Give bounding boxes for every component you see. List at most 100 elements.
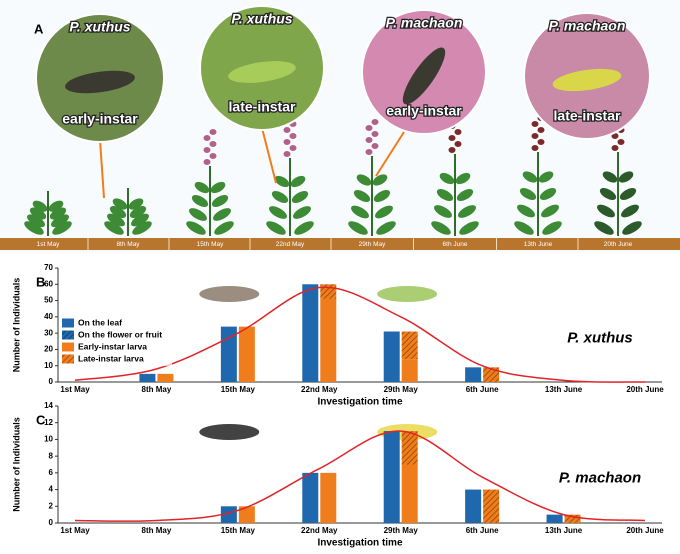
flower xyxy=(537,139,545,145)
inset-connector xyxy=(99,139,105,199)
flower xyxy=(531,121,539,127)
y-tick-label: 70 xyxy=(44,263,53,272)
x-tick-label: 1st May xyxy=(60,385,90,394)
leaf xyxy=(48,200,64,212)
caterpillar xyxy=(402,47,446,105)
date-label: 22nd May xyxy=(276,241,305,248)
date-label: 6th June xyxy=(443,241,468,248)
date-label: 1st May xyxy=(37,241,61,248)
flower xyxy=(371,131,379,137)
inset-species: P. machaon xyxy=(386,15,463,31)
x-tick-label: 8th May xyxy=(142,385,172,394)
bar xyxy=(302,284,319,382)
leaf xyxy=(129,206,147,218)
flower xyxy=(203,135,211,141)
bar xyxy=(302,472,319,523)
leaf xyxy=(455,172,471,185)
leaf xyxy=(112,198,128,210)
x-axis-label: Investigation time xyxy=(317,397,402,408)
bar xyxy=(401,359,418,382)
flower xyxy=(209,129,217,135)
flower xyxy=(203,159,211,165)
plant xyxy=(514,115,562,236)
x-tick-label: 20th June xyxy=(626,385,664,394)
fit-curve xyxy=(74,430,646,522)
bar xyxy=(383,331,400,382)
date-label: 29th May xyxy=(359,241,386,248)
date-strip xyxy=(0,238,680,250)
flower xyxy=(365,149,373,155)
leaf xyxy=(213,208,231,221)
flower xyxy=(283,139,291,145)
y-axis-label: Number of Individuals xyxy=(11,278,21,373)
flower xyxy=(209,141,217,147)
leaf xyxy=(348,221,368,235)
bar xyxy=(465,367,482,382)
caterpillar xyxy=(65,70,135,94)
date-label: 8th May xyxy=(116,241,140,248)
leaf xyxy=(274,175,290,188)
y-tick-label: 20 xyxy=(44,345,53,354)
bar xyxy=(320,284,337,299)
leaf xyxy=(356,174,372,186)
y-tick-label: 4 xyxy=(49,485,54,494)
panel-label: A xyxy=(34,21,44,36)
flower xyxy=(537,127,545,133)
flower xyxy=(371,143,379,149)
inset-stage: early-instar xyxy=(386,103,462,119)
y-tick-label: 30 xyxy=(44,328,53,337)
species-label: P. machaon xyxy=(559,470,641,487)
leaf xyxy=(597,204,615,218)
flower xyxy=(448,135,456,141)
caterpillar xyxy=(228,61,296,83)
inset-connector xyxy=(375,131,405,177)
caterpillar-photo xyxy=(377,286,438,302)
chart: 0 10 20 30 40 50 60 70 B Number of Individuals Inv… xyxy=(11,263,664,408)
leaf xyxy=(104,221,124,235)
leaf xyxy=(351,205,369,219)
x-axis-label: Investigation time xyxy=(317,538,402,549)
leaf xyxy=(439,172,455,185)
bar xyxy=(483,489,500,523)
inset-stage: early-instar xyxy=(62,111,138,127)
bar xyxy=(401,464,418,523)
y-tick-label: 10 xyxy=(44,435,53,444)
inset-connector xyxy=(261,127,277,184)
caterpillar-photo xyxy=(199,424,260,440)
y-tick-label: 14 xyxy=(44,401,53,410)
x-tick-label: 29th May xyxy=(384,385,419,394)
legend-swatch xyxy=(62,330,74,340)
flower xyxy=(283,127,291,133)
leaf xyxy=(517,204,535,218)
leaf xyxy=(599,188,617,200)
leaf xyxy=(214,221,234,235)
panel-label: C xyxy=(36,412,46,427)
bar xyxy=(401,431,418,465)
leaf xyxy=(539,188,557,200)
leaf xyxy=(602,171,618,183)
y-axis-label: Number of Individuals xyxy=(11,417,21,512)
panel-a: P. xuthus early-instar P. xuthus late-insta… xyxy=(0,5,680,250)
leaf xyxy=(431,221,451,235)
inset-species: P. machaon xyxy=(549,18,626,34)
inset-species: P. xuthus xyxy=(69,19,130,35)
legend-swatch xyxy=(62,342,74,352)
bar xyxy=(401,331,418,360)
leaf xyxy=(372,174,388,186)
plant xyxy=(348,119,396,236)
y-tick-label: 10 xyxy=(44,361,53,370)
legend-box xyxy=(60,316,172,366)
x-tick-label: 8th May xyxy=(142,526,172,535)
x-tick-label: 20th June xyxy=(626,526,664,535)
flower xyxy=(289,145,297,151)
leaf xyxy=(109,206,127,218)
flower xyxy=(611,133,619,139)
y-tick-label: 40 xyxy=(44,312,53,321)
leaf xyxy=(293,206,311,219)
y-tick-label: 0 xyxy=(49,377,54,386)
leaf xyxy=(594,221,614,235)
bar xyxy=(483,367,500,382)
fit-curve xyxy=(74,286,646,383)
